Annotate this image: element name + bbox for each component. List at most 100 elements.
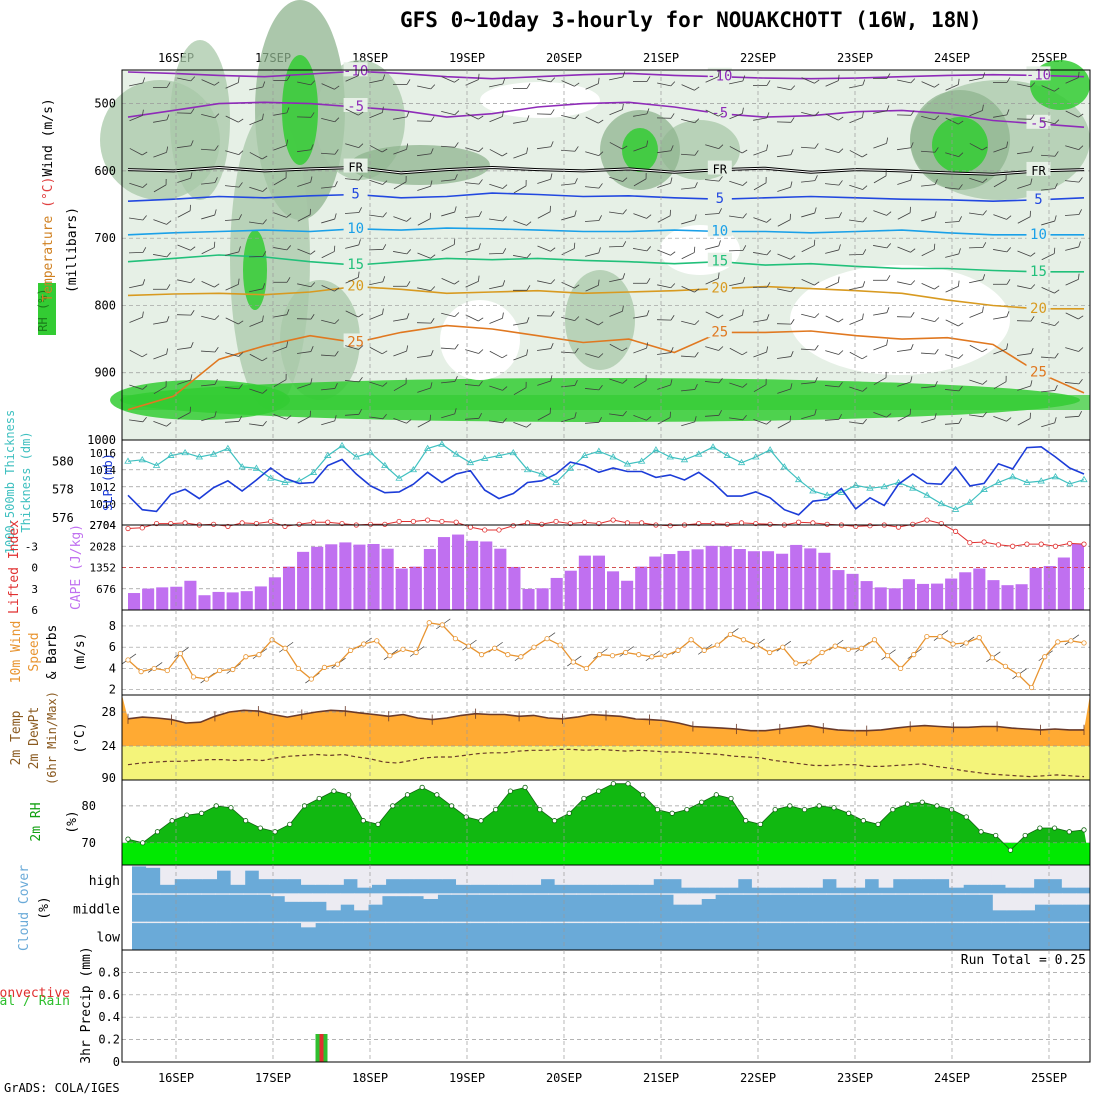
rh2m-marker (713, 792, 719, 798)
wind-speed-marker (596, 652, 603, 658)
barb-flag (430, 116, 435, 122)
barb-flag (718, 144, 724, 149)
cape-bar (1029, 567, 1042, 610)
barb-flag (334, 415, 337, 421)
wind-barb (921, 317, 940, 322)
wind-barb (873, 412, 892, 418)
barb-shaft (489, 149, 503, 157)
barb-shaft (537, 211, 551, 219)
cloud-clear-low (540, 921, 556, 924)
barb-flag (550, 343, 554, 349)
thickness-marker (766, 446, 774, 453)
barb-shaft (1064, 180, 1080, 183)
rh-shade-region (565, 270, 635, 370)
barb-shaft (369, 179, 383, 185)
wind-barb (537, 407, 551, 421)
rh2m-marker (140, 840, 146, 846)
thickness-marker (167, 451, 175, 458)
cape-bar (790, 544, 803, 610)
barb-flag (694, 352, 699, 358)
barb-flag (238, 214, 242, 220)
wind-barb (489, 183, 508, 189)
cloud-clear-middle (437, 893, 452, 895)
wind-barb (393, 143, 409, 155)
thickness-marker (809, 487, 817, 494)
barb-flag (838, 318, 844, 323)
barb-shaft (441, 244, 455, 252)
barb-shaft (777, 421, 791, 429)
barb-shaft (153, 421, 167, 427)
barb-shaft (297, 248, 311, 255)
cloud-clear-high (850, 865, 866, 888)
cloud-clear-high (174, 865, 189, 880)
barb-shaft (609, 378, 623, 384)
isotherm-label: 25 (347, 334, 364, 350)
cloud-clear-low (272, 921, 288, 924)
barb-flag (525, 381, 527, 388)
isotherm-label-bg (707, 323, 732, 338)
barb-shaft (129, 115, 143, 122)
cloud-clear-low (512, 921, 527, 924)
barb-flag (741, 149, 748, 154)
li-marker (139, 525, 145, 531)
wind-speed-marker (989, 655, 995, 661)
cloud-clear-high (286, 865, 302, 880)
barb-shaft (824, 418, 840, 421)
barb-shaft (393, 216, 407, 222)
barb-flag (574, 284, 580, 289)
barb-flag (1054, 151, 1059, 157)
wind-barb (129, 148, 148, 156)
barb-flag (453, 238, 456, 245)
cape-tick-label: 2028 (90, 540, 117, 553)
isotherm-label: 20 (1030, 301, 1047, 317)
wind-barb (176, 310, 195, 316)
wind-barb (441, 206, 457, 217)
cape-bar (198, 595, 211, 610)
wind-speed-marker (1002, 663, 1009, 669)
wind-speed-marker (570, 659, 576, 665)
wind-barb (249, 388, 268, 394)
barb-shaft (969, 279, 983, 284)
barb-flag (478, 179, 483, 185)
bottom-day-label: 17SEP (255, 1071, 291, 1085)
barb-shaft (273, 346, 287, 353)
thickness-label-2: Thickness (dm) (19, 431, 33, 532)
wind-barb (1065, 145, 1084, 151)
barb-shaft (705, 76, 719, 83)
barb-flag (718, 176, 723, 182)
cloud-clear-high (709, 865, 725, 888)
barb-flag (262, 315, 264, 322)
barb-flag (477, 73, 480, 80)
wind-barb (633, 310, 650, 319)
wind-barb (513, 317, 530, 326)
barb-flag (790, 85, 796, 91)
barb-shaft (897, 349, 911, 352)
wind-barb (849, 111, 864, 124)
barb-flag (429, 212, 431, 219)
barb-flag (766, 112, 770, 119)
barb-shaft (897, 179, 911, 185)
barb-shaft (825, 249, 839, 254)
barb-flag (670, 113, 675, 119)
barb-shaft (849, 421, 863, 425)
barb-flag (622, 305, 624, 312)
barb-flag (1054, 353, 1059, 359)
wind-barb (1017, 250, 1036, 257)
barb-flag (430, 286, 436, 292)
barb-flag (214, 315, 220, 320)
barb-flag (646, 140, 649, 147)
cloud-clear-high (639, 865, 654, 885)
barb-shaft (633, 113, 647, 117)
barb-shaft (1041, 287, 1055, 294)
rh2m-marker (184, 812, 190, 818)
cloud-clear-high (188, 865, 203, 880)
wind-barb (801, 279, 820, 286)
barb-shaft (944, 389, 960, 392)
cloud-clear-high (1047, 865, 1063, 880)
cape-bar (818, 552, 831, 610)
li-marker (581, 519, 588, 525)
barb-flag (622, 71, 626, 78)
barb-shaft (680, 355, 696, 358)
wind-barb (873, 371, 887, 386)
barb-flag (454, 312, 460, 317)
